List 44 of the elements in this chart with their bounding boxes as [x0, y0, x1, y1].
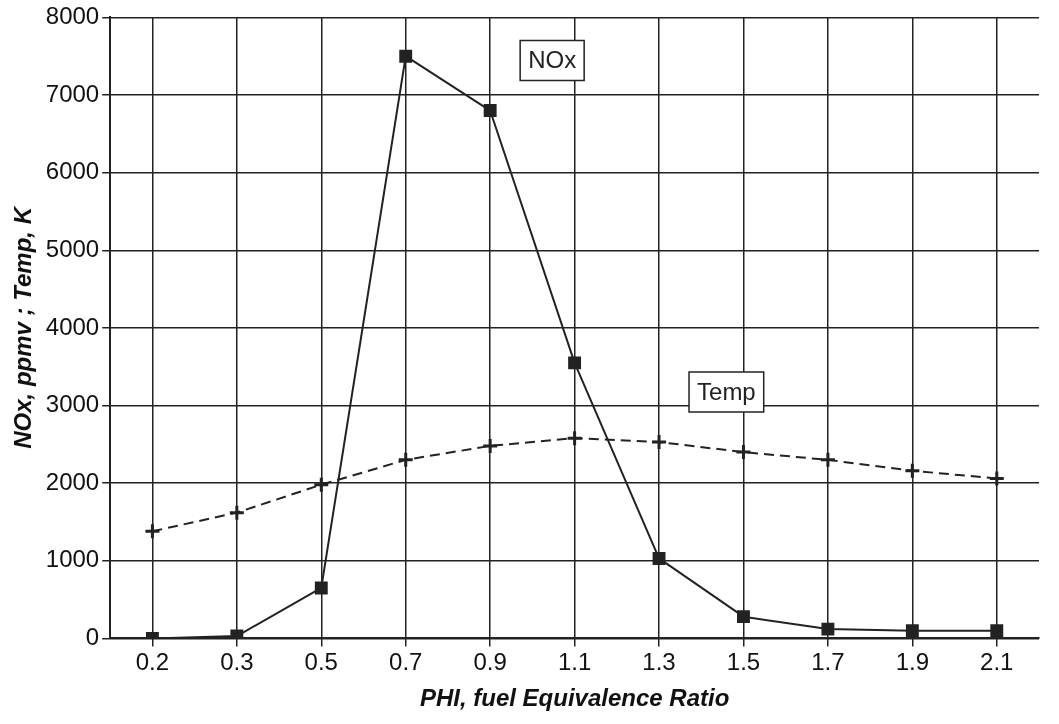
point	[903, 462, 921, 480]
y-tick-label: 4000	[45, 312, 100, 340]
x-axis-title: PHI, fuel Equivalence Ratio	[419, 684, 730, 712]
y-tick-label: 3000	[45, 390, 100, 418]
point	[988, 469, 1006, 487]
point	[481, 437, 499, 455]
y-tick-label: 6000	[45, 157, 100, 185]
point	[314, 581, 328, 595]
series-label: Temp	[697, 377, 756, 405]
y-tick-label: 8000	[45, 2, 100, 30]
x-tick-label: 1.3	[642, 648, 676, 676]
x-tick-label: 0.2	[135, 648, 170, 676]
point	[650, 433, 668, 451]
y-tick-label: 0	[85, 623, 100, 651]
point	[483, 104, 497, 117]
point	[566, 429, 584, 447]
point	[143, 522, 161, 540]
x-tick-label: 0.3	[220, 648, 254, 676]
y-tick-label: 1000	[45, 545, 100, 573]
point	[990, 624, 1004, 638]
x-tick-label: 0.9	[473, 648, 507, 676]
x-tick-label: 1.1	[557, 648, 592, 676]
y-axis-title: NOx, ppmv ; Temp, K	[9, 205, 37, 449]
x-tick-label: 0.5	[304, 648, 338, 676]
y-tick-label: 5000	[45, 234, 100, 262]
point	[397, 451, 415, 469]
point	[399, 49, 413, 63]
x-tick-label: 1.7	[811, 648, 845, 676]
y-tick-label: 2000	[45, 467, 100, 495]
point	[652, 552, 666, 565]
point	[734, 443, 752, 461]
point	[228, 504, 246, 522]
point	[737, 610, 750, 624]
point	[821, 622, 835, 636]
x-tick-label: 1.9	[895, 648, 930, 676]
point	[568, 356, 582, 370]
point	[312, 476, 330, 494]
x-tick-label: 1.5	[726, 648, 761, 676]
point	[905, 624, 919, 638]
point	[819, 451, 837, 469]
x-tick-label: 0.7	[389, 648, 423, 676]
y-tick-label: 7000	[45, 79, 100, 107]
x-tick-label: 2.1	[980, 648, 1014, 676]
series-label: NOx	[528, 46, 577, 74]
